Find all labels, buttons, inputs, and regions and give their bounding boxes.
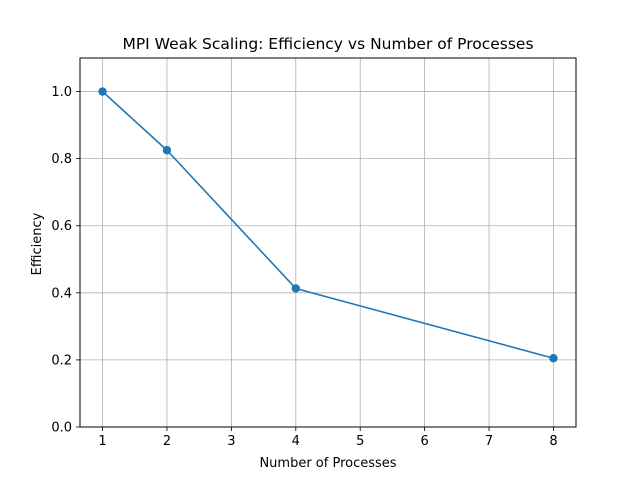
series-line: [102, 90, 554, 360]
data-point: [549, 354, 558, 363]
x-tick-label: 6: [420, 434, 428, 449]
y-axis-label: Efficiency: [30, 212, 45, 275]
data-point: [98, 87, 107, 96]
x-tick-label: 1: [98, 434, 106, 449]
x-tick-label: 8: [549, 434, 557, 449]
ticks: 1 2 3 4 5 6 7 8 0.0 0.2 0.4 0.6 0.8 1.0: [51, 85, 557, 449]
chart-title: MPI Weak Scaling: Efficiency vs Number o…: [122, 35, 533, 53]
x-tick-label: 5: [356, 434, 364, 449]
plot-area-frame: [79, 57, 577, 428]
x-axis-label: Number of Processes: [259, 456, 396, 471]
x-tick-label: 2: [163, 434, 171, 449]
x-tick-label: 4: [292, 434, 300, 449]
data-point: [291, 284, 300, 293]
y-tick-label: 0.4: [51, 286, 72, 301]
y-tick-label: 0.0: [51, 421, 72, 436]
x-tick-label: 3: [227, 434, 235, 449]
series-layer: [98, 87, 558, 363]
y-tick-label: 0.8: [51, 152, 72, 167]
y-tick-label: 0.2: [51, 353, 72, 368]
x-tick-label: 7: [485, 434, 493, 449]
grid: [80, 58, 576, 428]
y-tick-label: 1.0: [51, 85, 72, 100]
y-tick-label: 0.6: [51, 219, 72, 234]
data-point: [162, 146, 172, 155]
